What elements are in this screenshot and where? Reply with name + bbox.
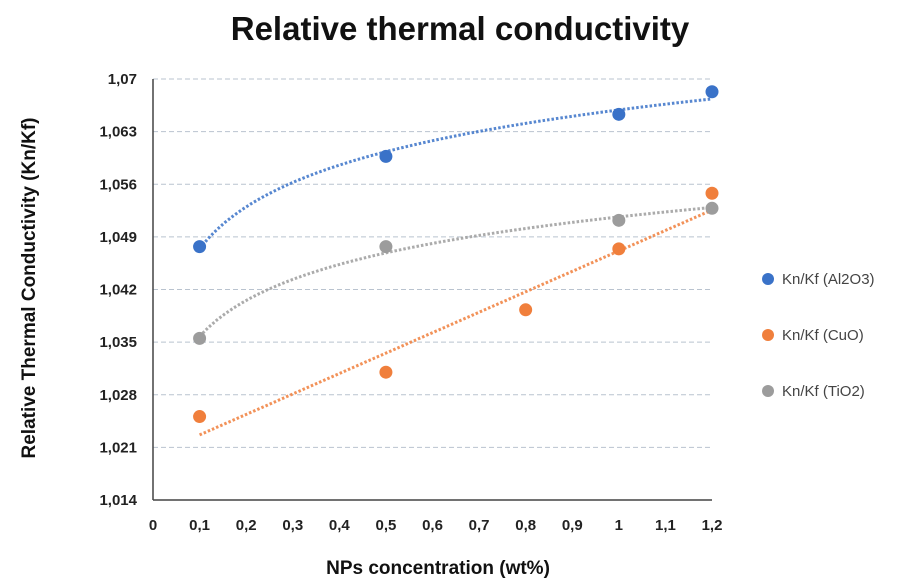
x-tick-label: 0,5: [375, 517, 396, 534]
trendline: [198, 208, 713, 437]
data-point: [705, 85, 719, 99]
data-point: [193, 410, 207, 424]
y-tick-label: 1,028: [99, 387, 137, 404]
x-tick-label: 0: [149, 517, 157, 534]
data-point: [193, 331, 207, 345]
data-point: [612, 242, 626, 256]
x-tick-label: 0,7: [469, 517, 490, 534]
data-point: [193, 240, 207, 254]
legend-label: Kn/Kf (Al2O3): [782, 271, 875, 288]
axis-layer: [152, 79, 712, 501]
y-tick-label: 1,042: [99, 282, 137, 299]
trendline: [198, 97, 713, 250]
y-tick-label: 1,049: [99, 229, 137, 246]
x-tick-label: 1: [615, 517, 623, 534]
point-layer: [193, 85, 719, 424]
data-point: [519, 303, 533, 317]
trend-layer: [198, 97, 713, 437]
x-tick-label: 0,1: [189, 517, 210, 534]
y-tick-label: 1,07: [108, 71, 137, 88]
data-point: [379, 365, 393, 379]
y-tick-label: 1,056: [99, 176, 137, 193]
y-tick-label: 1,063: [99, 124, 137, 141]
chart-title: Relative thermal conductivity: [231, 10, 690, 47]
data-point: [379, 240, 393, 254]
legend-label: Kn/Kf (TiO2): [782, 383, 865, 400]
x-tick-label: 1,2: [702, 517, 723, 534]
x-axis-title: NPs concentration (wt%): [326, 558, 550, 579]
y-tick-label: 1,021: [99, 439, 137, 456]
data-point: [379, 149, 393, 163]
trendline: [198, 205, 713, 338]
x-tick-label: 0,4: [329, 517, 351, 534]
x-tick-labels: 0 0,1 0,2 0,3 0,4 0,5 0,6 0,7 0,8 0,9 1 1,1 1,2: [149, 517, 723, 534]
y-tick-label: 1,014: [99, 492, 137, 509]
legend-label: Kn/Kf (CuO): [782, 327, 864, 344]
x-tick-label: 0,9: [562, 517, 583, 534]
y-tick-labels: 1,014 1,021 1,028 1,035 1,042 1,049 1,056 1,063…: [99, 71, 137, 509]
legend-marker: [762, 273, 774, 285]
legend-marker: [762, 385, 774, 397]
data-point: [705, 186, 719, 200]
x-tick-label: 1,1: [655, 517, 676, 534]
x-tick-label: 0,2: [236, 517, 257, 534]
y-axis-title: Relative Thermal Conductivity (Kn/Kf): [19, 118, 40, 459]
x-tick-label: 0,8: [515, 517, 536, 534]
data-point: [612, 107, 626, 121]
legend-marker: [762, 329, 774, 341]
x-tick-label: 0,3: [282, 517, 303, 534]
grid-layer: [153, 78, 712, 448]
legend: Kn/Kf (Al2O3) Kn/Kf (CuO) Kn/Kf (TiO2): [762, 271, 875, 400]
x-tick-label: 0,6: [422, 517, 443, 534]
y-tick-label: 1,035: [99, 334, 137, 351]
data-point: [612, 213, 626, 227]
data-point: [705, 201, 719, 215]
